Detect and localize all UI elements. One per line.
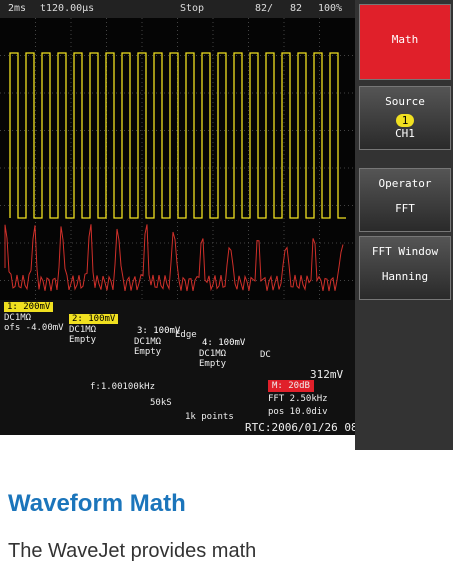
channel-extra: Empty: [69, 335, 96, 345]
menu-button[interactable]: Operator FFT: [359, 168, 451, 232]
trigger-mode: Edge: [175, 330, 197, 340]
channel-extra: Empty: [134, 347, 161, 357]
sample-rate: 50kS: [150, 398, 172, 408]
channel-name: 2: 100mV: [69, 314, 118, 324]
status-bar: 2ms t120.00μs Stop 82/ 82 100%: [0, 0, 355, 18]
timebase: 2ms: [8, 3, 26, 14]
channel-coupling: DC1MΩ: [69, 325, 96, 335]
heading: Waveform Math: [8, 490, 186, 518]
channel-coupling: DC1MΩ: [199, 349, 226, 359]
body-text: The WaveJet provides math: [8, 540, 256, 563]
waveform-area: [0, 18, 355, 318]
channel-name: 4: 100mV: [199, 338, 248, 348]
channel-name: 1: 200mV: [4, 302, 53, 312]
channel-extra: ofs -4.00mV: [4, 323, 64, 333]
math-scale: M: 20dB: [268, 380, 314, 392]
channel-extra: Empty: [199, 359, 226, 369]
math-pos: pos 10.0div: [268, 407, 328, 417]
menu-value: FFT: [360, 202, 450, 215]
square-wave: [10, 53, 346, 218]
run-state: Stop: [180, 3, 204, 14]
channel-coupling: DC1MΩ: [134, 337, 161, 347]
delay: t120.00μs: [40, 3, 94, 14]
menu-label: FFT Window: [360, 245, 450, 258]
frequency: f:1.00100kHz: [90, 382, 155, 392]
acq-count: 82/: [255, 3, 273, 14]
zoom: 100%: [318, 3, 342, 14]
menu-value: Hanning: [360, 270, 450, 283]
menu-value: CH1: [360, 127, 450, 140]
page: 2ms t120.00μs Stop 82/ 82 100% 1: 200mVD…: [0, 0, 453, 565]
trigger-level: 312mV: [310, 368, 343, 381]
math-span: FFT 2.50kHz: [268, 394, 328, 404]
menu-button[interactable]: Math: [359, 4, 451, 80]
menu-label: Source: [360, 95, 450, 108]
menu-label: Math: [360, 33, 450, 46]
menu-label: Operator: [360, 177, 450, 190]
trigger-coupling: DC: [260, 350, 271, 360]
menu-button[interactable]: FFT Window Hanning: [359, 236, 451, 300]
acq-total: 82: [290, 3, 302, 14]
points: 1k points: [185, 412, 234, 422]
menu-badge: 1: [396, 114, 414, 127]
channel-coupling: DC1MΩ: [4, 313, 31, 323]
